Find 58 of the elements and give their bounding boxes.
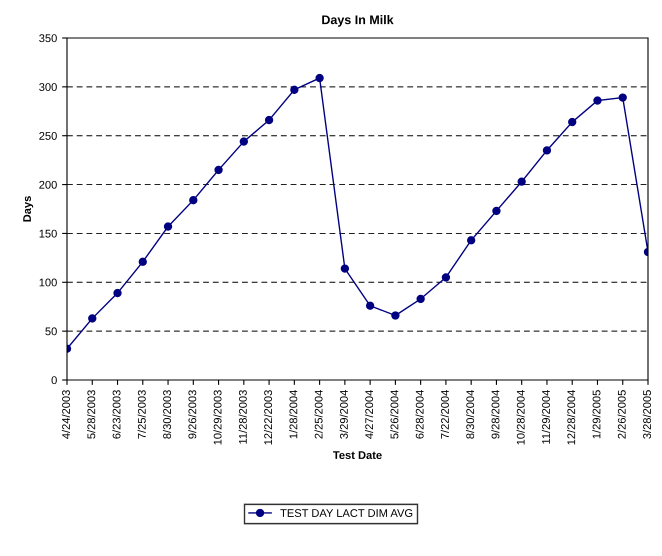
y-tick-label: 150: [40, 230, 57, 238]
point: [568, 118, 576, 126]
x-tick-label: 10/29/2003: [213, 390, 222, 444]
point: [492, 206, 501, 216]
x-tick-label: 7/22/2004: [440, 390, 449, 439]
x-tick-label: 1/29/2005: [592, 390, 600, 438]
point: [340, 264, 350, 273]
x-tick-label: 3/28/2005: [642, 390, 651, 439]
y-tick-label: 300: [39, 83, 57, 91]
point: [88, 314, 96, 323]
point: [138, 258, 147, 266]
point: [164, 222, 172, 231]
x-tick-label: 10/28/2004: [516, 390, 525, 444]
x-tick-label: 11/29/2004: [542, 390, 550, 444]
point: [467, 236, 476, 244]
point: [542, 146, 552, 155]
x-tick-label: 4/27/2004: [364, 390, 374, 439]
x-tick-label: 1/28/2004: [289, 390, 298, 438]
chart-title: Days In Milk: [322, 15, 394, 27]
y-tick-label: 0: [52, 376, 57, 384]
x-tick-label: 3/29/2004: [340, 390, 348, 439]
point: [618, 93, 627, 102]
x-tick-label: 8/30/2004: [466, 390, 474, 439]
x-tick-label: 4/24/2003: [62, 390, 70, 439]
point: [189, 196, 198, 204]
y-axis-title: Days: [23, 196, 34, 222]
y-tick-label: 250: [39, 132, 57, 140]
point: [416, 294, 425, 304]
y-tick-label: 350: [39, 34, 57, 42]
x-tick-label: 5/26/2004: [390, 390, 398, 439]
legend-label: TEST DAY LACT DIM AVG: [280, 509, 412, 517]
x-tick-label: 2/25/2004: [314, 390, 323, 439]
x-tick-label: 12/28/2004: [567, 390, 576, 444]
point: [290, 86, 299, 94]
x-tick-label: 8/30/2003: [162, 390, 172, 439]
x-tick-label: 12/22/2003: [264, 390, 272, 444]
x-tick-label: 11/28/2003: [238, 390, 247, 444]
x-tick-label: 9/26/2003: [188, 390, 196, 439]
point: [442, 273, 450, 282]
y-tick-label: 50: [45, 327, 57, 336]
point: [113, 288, 122, 298]
x-tick-label: 6/28/2004: [415, 390, 424, 439]
x-axis-title: Test Date: [333, 451, 382, 460]
x-tick-label: 9/28/2004: [491, 390, 500, 439]
point: [518, 177, 526, 186]
x-tick-label: 2/26/2005: [618, 390, 626, 439]
point: [315, 74, 324, 82]
point: [240, 137, 248, 146]
point: [593, 96, 602, 105]
point: [391, 311, 400, 320]
y-tick-label: 100: [40, 278, 57, 286]
x-tick-label: 5/28/2003: [87, 390, 96, 439]
point: [366, 302, 374, 310]
y-tick-label: 200: [39, 180, 57, 189]
x-tick-label: 7/25/2003: [138, 390, 146, 439]
point: [214, 166, 223, 174]
point: [264, 116, 274, 124]
x-tick-label: 6/23/2003: [112, 390, 121, 439]
